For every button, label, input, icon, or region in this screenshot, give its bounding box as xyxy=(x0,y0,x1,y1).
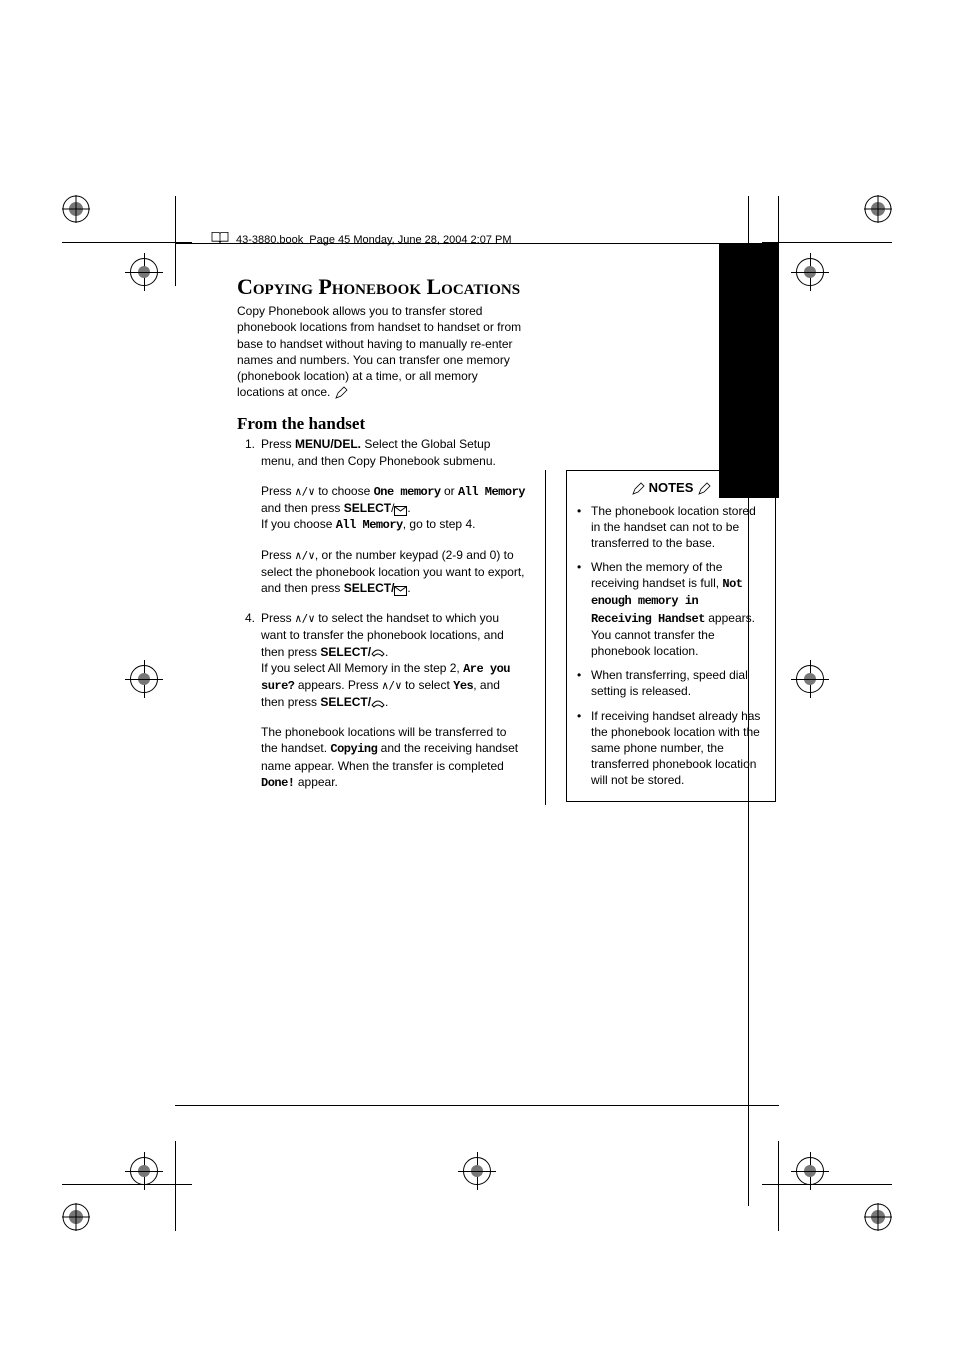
register-mark xyxy=(130,1157,158,1185)
intro-text: Copy Phonebook allows you to transfer st… xyxy=(237,303,525,400)
step-number: 4. xyxy=(237,610,261,791)
step-text: The phonebook locations will be transfer… xyxy=(261,724,525,791)
crop-mark-bottom-left xyxy=(62,1203,90,1231)
note-item: •When transferring, speed dial setting i… xyxy=(577,667,765,699)
step-text: Press ∧/∨, or the number keypad (2-9 and… xyxy=(261,547,525,596)
page-header: 43-3880.book Page 45 Monday, June 28, 20… xyxy=(210,230,512,249)
note-item: •If receiving handset already has the ph… xyxy=(577,708,765,789)
pen-icon xyxy=(334,386,348,400)
crop-line xyxy=(778,1141,779,1231)
crop-mark-top-right xyxy=(864,195,892,223)
nav-arrows-icon: ∧/∨ xyxy=(295,549,315,564)
envelope-icon xyxy=(394,584,407,594)
note-item: •When the memory of the receiving handse… xyxy=(577,559,765,659)
pen-icon xyxy=(631,482,645,496)
register-mark xyxy=(130,258,158,286)
pen-icon xyxy=(697,482,711,496)
nav-arrows-icon: ∧/∨ xyxy=(382,679,402,694)
step-text: Press ∧/∨ to select the handset to which… xyxy=(261,610,525,710)
column-divider xyxy=(545,470,546,805)
register-mark xyxy=(796,258,824,286)
crop-mark-top-left xyxy=(62,195,90,223)
notes-title: NOTES xyxy=(577,479,765,497)
crop-line xyxy=(762,1184,892,1185)
page-rule xyxy=(175,1105,779,1106)
step-text: Press MENU/DEL. Select the Global Setup … xyxy=(261,436,525,468)
register-mark xyxy=(463,1157,491,1185)
nav-arrows-icon: ∧/∨ xyxy=(295,485,315,500)
crop-line xyxy=(175,1141,176,1231)
note-item: •The phonebook location stored in the ha… xyxy=(577,503,765,552)
step-number: 1. xyxy=(237,436,261,596)
step-4: 4. Press ∧/∨ to select the handset to wh… xyxy=(237,610,525,791)
page-title: Copying Phonebook Locations xyxy=(237,275,525,299)
phone-icon xyxy=(371,697,385,709)
register-mark xyxy=(130,665,158,693)
subheading: From the handset xyxy=(237,414,525,434)
content-area: Copying Phonebook Locations Copy Phonebo… xyxy=(237,275,777,805)
notes-column: NOTES •The phonebook location stored in … xyxy=(566,470,776,805)
step-text: Press ∧/∨ to choose One memory or All Me… xyxy=(261,483,525,534)
crop-line xyxy=(62,1184,192,1185)
step-1: 1. Press MENU/DEL. Select the Global Set… xyxy=(237,436,525,596)
phone-icon xyxy=(371,646,385,658)
envelope-icon xyxy=(394,504,407,514)
crop-line xyxy=(175,196,176,286)
register-mark xyxy=(796,1157,824,1185)
crop-line xyxy=(62,242,192,243)
crop-mark-bottom-right xyxy=(864,1203,892,1231)
main-column: Copying Phonebook Locations Copy Phonebo… xyxy=(237,275,525,805)
notes-box: NOTES •The phonebook location stored in … xyxy=(566,470,776,802)
notes-list: •The phonebook location stored in the ha… xyxy=(577,503,765,789)
register-mark xyxy=(796,665,824,693)
crop-line xyxy=(762,242,892,243)
nav-arrows-icon: ∧/∨ xyxy=(295,612,315,627)
header-rule xyxy=(175,243,749,244)
book-icon xyxy=(210,230,230,249)
